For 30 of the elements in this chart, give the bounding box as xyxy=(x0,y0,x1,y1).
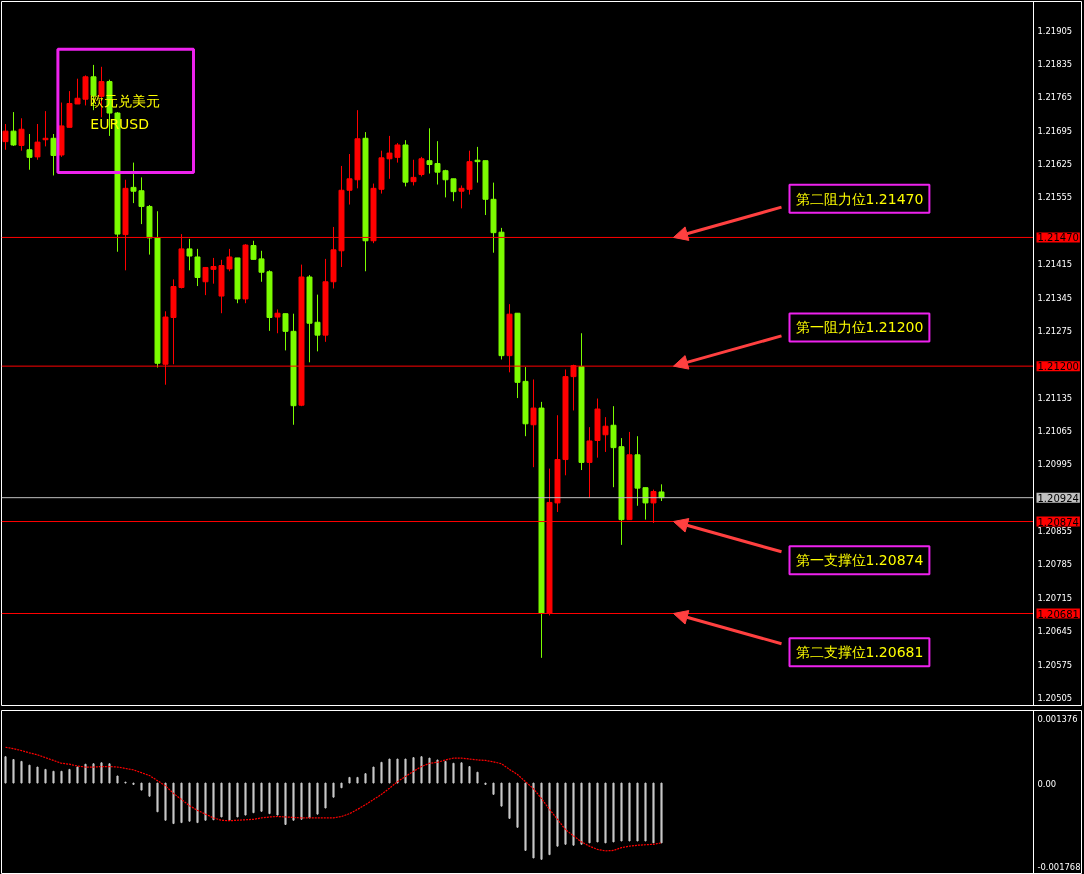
annotation: 第二阻力位1.21470 xyxy=(795,190,924,207)
ref-line-label: 1.21200 xyxy=(1037,361,1079,373)
y-tick-label: 1.21625 xyxy=(1037,159,1073,170)
y-tick-label: 1.20855 xyxy=(1037,526,1073,537)
y-tick-label: 0.001376 xyxy=(1037,713,1078,724)
ref-line-label: 1.21470 xyxy=(1037,232,1079,244)
y-tick-label: 1.21765 xyxy=(1037,92,1073,103)
annotation: 第二支撑位1.20681 xyxy=(795,644,924,661)
ref-line-label: 1.20874 xyxy=(1037,516,1079,528)
y-tick-label: 1.21065 xyxy=(1037,425,1073,436)
y-tick-label: 1.21345 xyxy=(1037,292,1073,303)
y-tick-label: 1.21905 xyxy=(1037,25,1073,36)
y-tick-label: -0.001768 xyxy=(1037,861,1081,872)
y-tick-label: 1.21555 xyxy=(1037,192,1073,203)
y-tick-label: 1.21135 xyxy=(1037,392,1073,403)
y-tick-label: 1.21835 xyxy=(1037,58,1073,69)
y-tick-label: 1.21415 xyxy=(1037,259,1073,270)
annotation: 第一阻力位1.21200 xyxy=(795,319,924,336)
y-tick-label: 1.20785 xyxy=(1037,559,1073,570)
y-tick-label: 1.20575 xyxy=(1037,659,1073,670)
ref-line-label: 1.20681 xyxy=(1037,608,1079,620)
ref-line-label: 1.20924 xyxy=(1037,492,1079,504)
y-tick-label: 1.21695 xyxy=(1037,125,1073,136)
y-tick-label: 1.20995 xyxy=(1037,459,1073,470)
y-tick-label: 1.20645 xyxy=(1037,626,1073,637)
annotation: 第一支撑位1.20874 xyxy=(795,552,924,569)
y-tick-label: 1.21275 xyxy=(1037,325,1073,336)
y-tick-label: 1.20505 xyxy=(1037,692,1073,703)
y-tick-label: 1.20715 xyxy=(1037,592,1073,603)
y-tick-label: 0.00 xyxy=(1037,778,1057,789)
